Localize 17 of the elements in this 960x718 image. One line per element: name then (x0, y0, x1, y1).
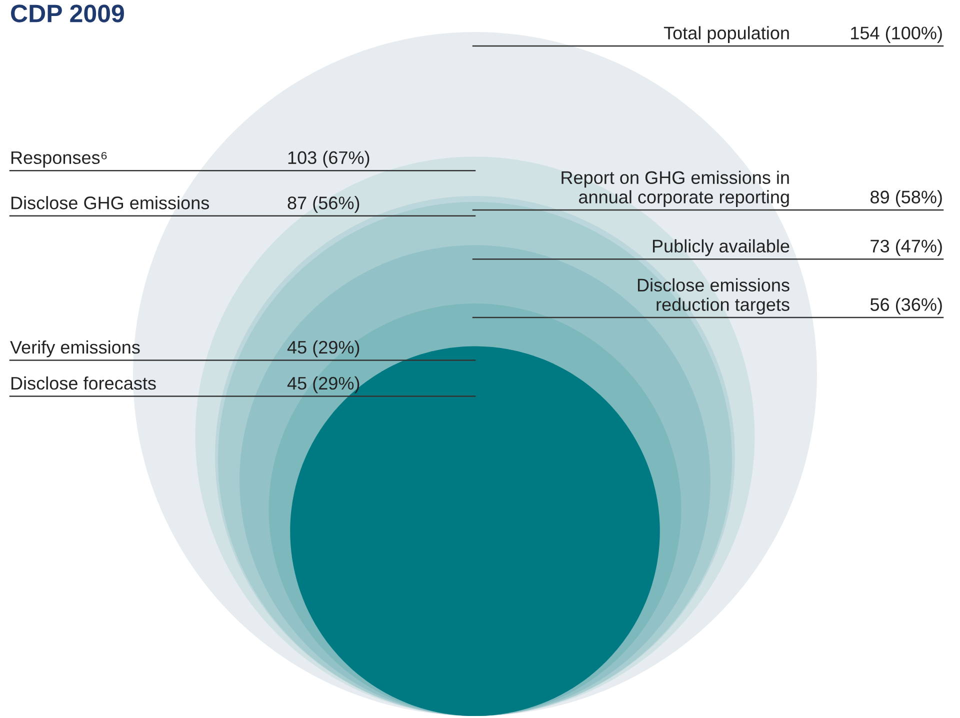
text: CDP 2009 (11, 4, 124, 22)
data-label: 45 (29%) (287, 376, 360, 394)
data-label: 103 (67%) (288, 150, 370, 168)
category-label: Verify emissions (10, 340, 140, 358)
category-label: Responses⁶ (11, 151, 107, 168)
data-label: 89 (58%) (870, 190, 942, 208)
data-label: 154 (100%) (851, 26, 942, 43)
category-label: Total population (664, 26, 789, 43)
data-label: 87 (56%) (288, 196, 360, 213)
category-label: Disclose GHG emissions (11, 196, 210, 210)
category-label: Report on GHG emissions in annual corporate reporting (562, 170, 789, 208)
category-label: Disclose emissions reduction targets (638, 278, 790, 315)
data-label: 45 (29%) (287, 340, 360, 358)
data-label: 56 (36%) (870, 298, 942, 315)
data-label: 73 (47%) (870, 239, 942, 256)
category-label: Publicly available (652, 239, 790, 256)
category-label: Disclose forecasts (11, 376, 156, 390)
